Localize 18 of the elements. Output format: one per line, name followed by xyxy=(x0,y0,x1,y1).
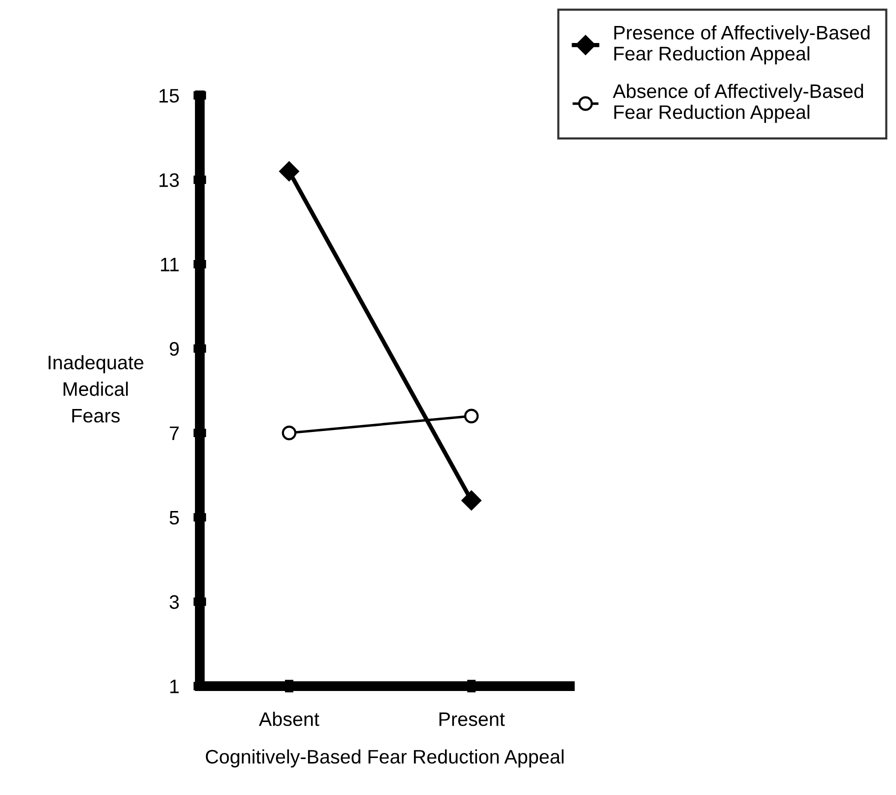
point xyxy=(464,408,479,424)
x-tick-label: Absent xyxy=(258,712,320,726)
y-tick-label: 3 xyxy=(170,595,179,609)
y-tick-label: 7 xyxy=(170,426,179,440)
y-tick-label: 13 xyxy=(160,173,179,188)
y-tick-label: 1 xyxy=(170,680,179,694)
x-tick-label: Present xyxy=(440,712,505,726)
point xyxy=(282,426,296,440)
point xyxy=(462,490,482,510)
y-tick-label: 5 xyxy=(170,510,179,525)
legend-label: Presence of Affectively-Based Fear Reduction Appeal xyxy=(614,25,870,64)
legend-label: Absence of Affectively-Based Fear Reduction Appeal xyxy=(612,84,864,123)
y-tick-label: 9 xyxy=(170,342,179,356)
y-axis-title: Inadequate Medical Fears xyxy=(48,355,144,423)
y-tick-label: 15 xyxy=(160,89,179,103)
point xyxy=(279,161,300,182)
x-axis-title: Cognitively-Based Fear Reduction Appeal xyxy=(206,749,564,768)
y-tick-label: 11 xyxy=(160,258,179,272)
